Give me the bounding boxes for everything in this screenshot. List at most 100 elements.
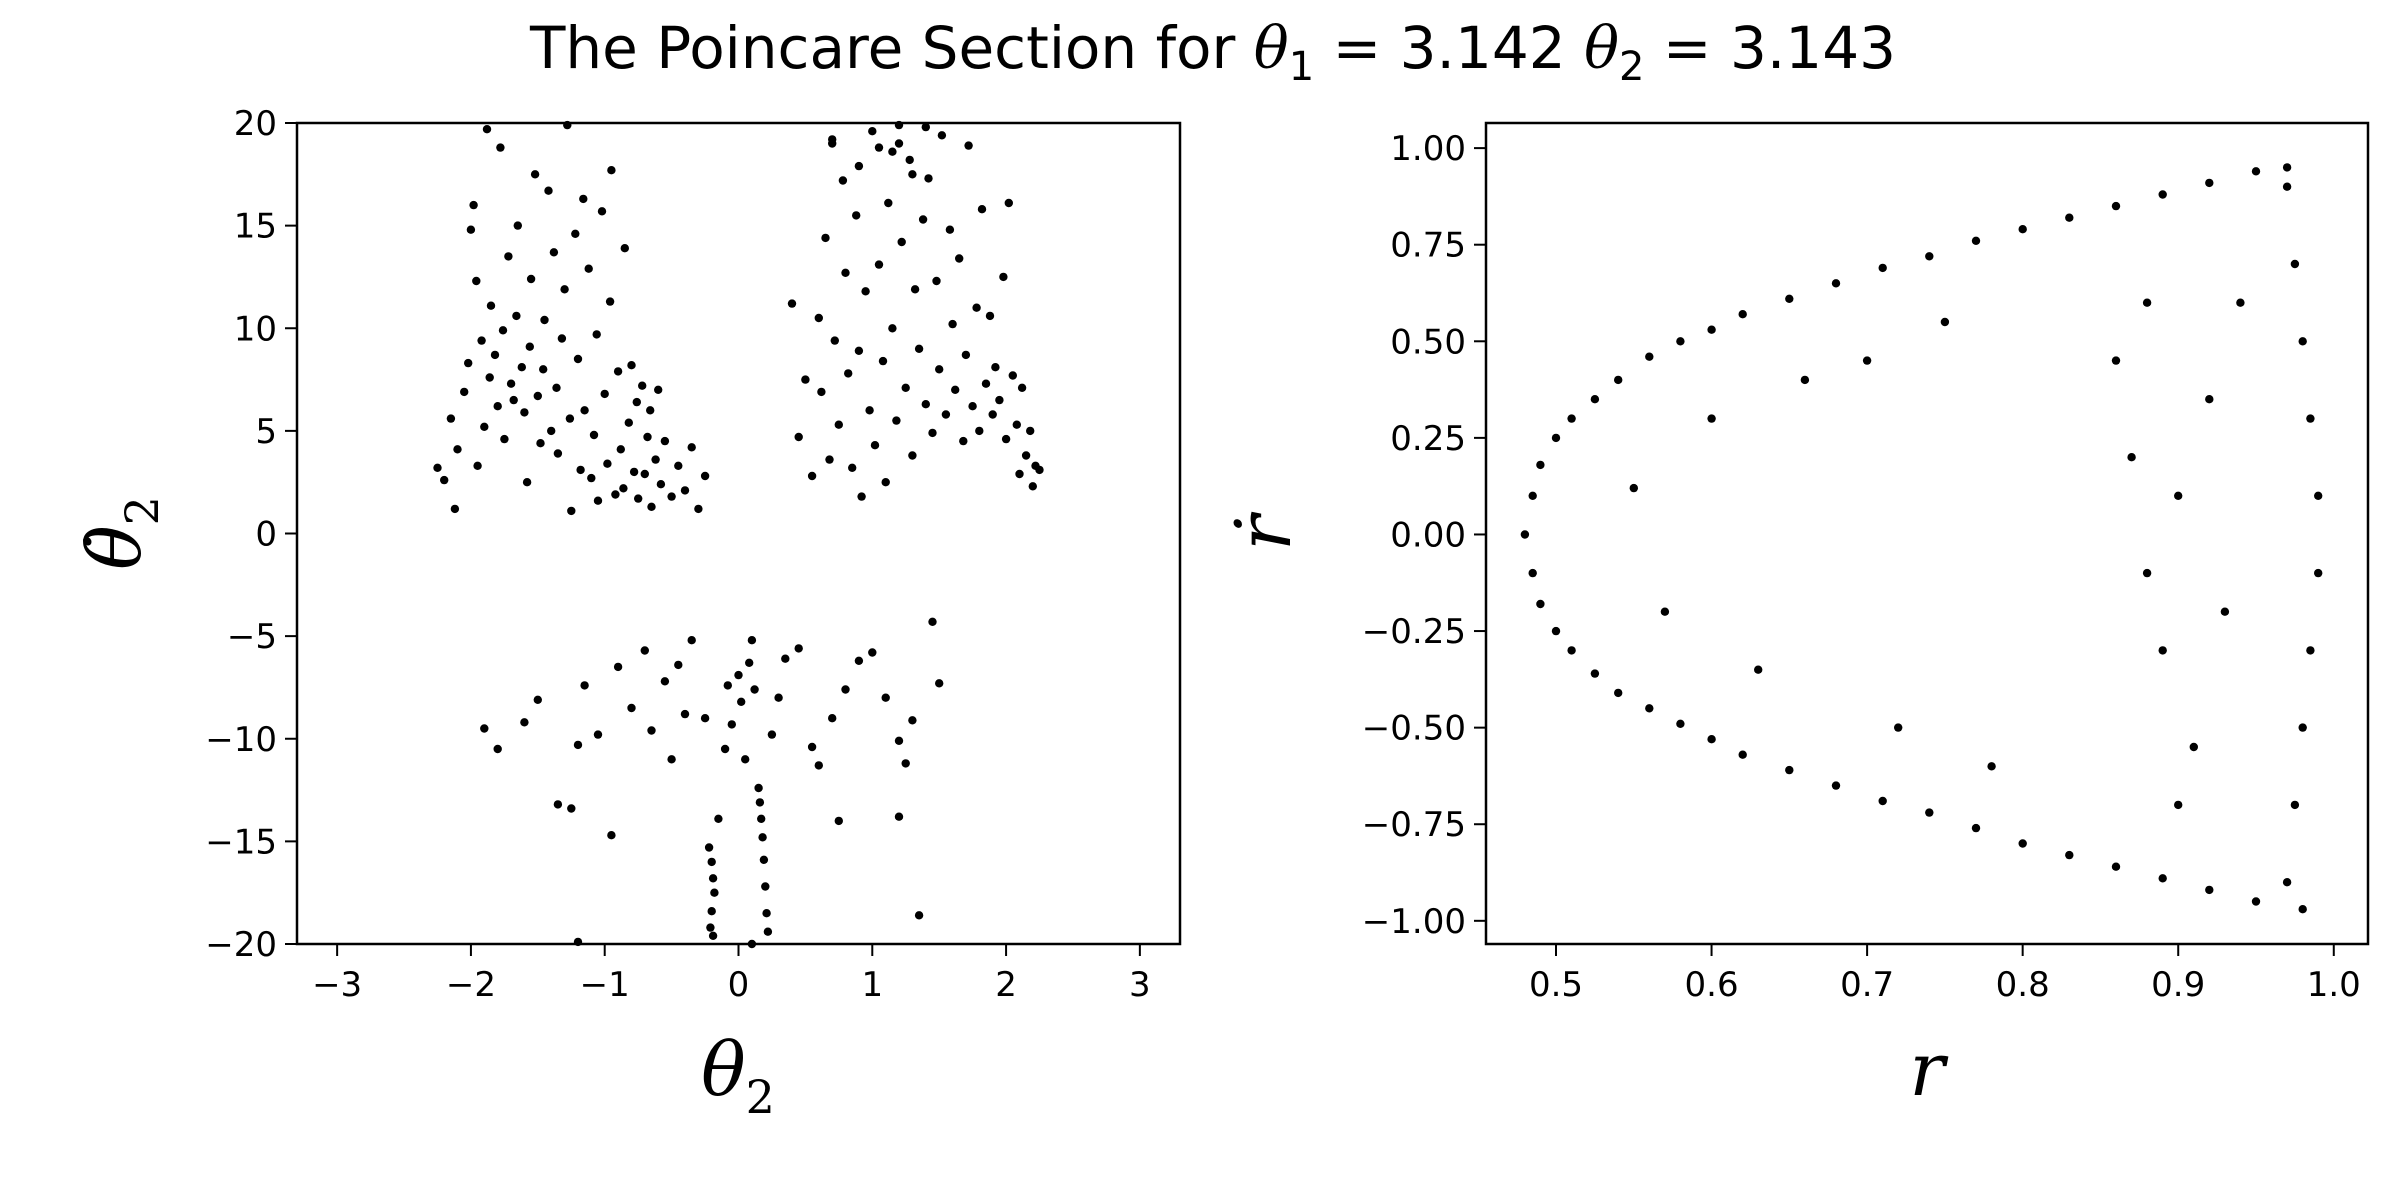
left-scatter-point [460,387,469,397]
left-scatter-point [918,215,928,224]
right-scatter-point [2174,491,2183,500]
left-scatter-point [469,200,478,210]
left-scatter-point [580,681,589,690]
left-scatter-point [593,496,603,505]
left-scatter-point [865,406,874,415]
left-scatter-point [714,814,723,823]
left-scatter-point [848,463,857,472]
right-scatter-point [2314,568,2323,578]
left-scatter-point [894,812,904,821]
left-scatter-point [603,459,612,468]
figure-title: The Poincare Section for θ1 = 3.142 θ2 =… [529,14,1896,90]
left-scatter-point [513,221,522,230]
left-scatter-point [597,207,607,216]
right-scatter-point [1590,395,1600,404]
title-theta2-subscript: 2 [1619,44,1644,90]
left-scatter-point [573,354,583,364]
right-x-tick-label: 0.6 [1685,965,1739,1005]
left-scatter-point [905,155,914,165]
right-scatter-point [2251,897,2261,906]
left-scatter-point [593,730,603,739]
left-scatter-point [928,617,937,626]
right-scatter-point [1551,433,1561,443]
right-scatter-point [2251,167,2261,176]
left-scatter-point [1021,451,1031,460]
left-scatter-point [767,730,777,739]
left-scatter-point [547,426,556,436]
right-scatter-point [1940,317,1950,327]
right-scatter-point [2290,800,2300,810]
left-scatter-point [466,225,476,234]
left-scatter-point [1015,469,1024,479]
right-scatter-point [2018,225,2027,234]
left-scatter-point [908,451,917,460]
left-scatter-point [498,326,508,335]
left-scatter-point [493,402,502,411]
left-scatter-point [587,473,596,483]
left-scatter-point [908,170,917,179]
left-scatter-point [620,244,629,253]
left-scatter-point [667,492,676,501]
left-scatter-point [868,127,877,136]
left-scatter-point [700,471,710,481]
right-scatter-point [1536,599,1545,609]
left-scatter-point [754,783,763,793]
left-scatter-point [794,644,803,653]
left-scatter-point [600,389,609,399]
left-scatter-point [830,336,839,345]
left-scatter-point [881,693,890,702]
right-scatter-point [1614,688,1623,698]
right-x-tick-label: 0.9 [2151,965,2205,1005]
left-scatter-point [576,465,585,475]
right-scatter-plot: 0.5 0.6 0.7 0.8 0.9 1.0 1.00 0.75 0.50 0.25 0.00 −… [1222,121,2370,1113]
left-scatter-point [921,400,930,409]
left-scatter-point [888,147,897,156]
left-scatter-point [660,677,670,686]
left-scatter-point [525,342,534,351]
left-scatter-point [894,736,904,745]
left-scatter-point [567,506,576,516]
right-scatter-point [1567,414,1576,423]
left-scatter-point [624,418,633,427]
left-scatter-point [935,679,944,688]
left-scatter-point [857,492,866,501]
left-scatter-point [640,646,649,655]
left-scatter-point [1028,482,1038,491]
left-scatter-point [999,272,1008,282]
right-y-tick-label: −0.75 [1362,805,1466,845]
right-y-axis-label: ṙ [1222,512,1308,551]
left-scatter-point [540,315,549,325]
left-scatter-point [607,166,616,175]
right-scatter-point [1536,460,1545,470]
left-x-ticks: −3 −2 −1 0 1 2 3 [312,944,1151,1005]
left-scatter-point [761,882,770,891]
right-x-tick-label: 0.5 [1529,965,1583,1005]
left-scatter-point [964,141,973,150]
right-y-tick-label: 0.00 [1390,515,1466,555]
right-scatter-point [1738,750,1747,759]
right-scatter-point [1528,568,1537,578]
left-scatter-point [517,363,526,372]
right-scatter-point [1676,719,1685,728]
right-scatter-point [1707,325,1716,334]
left-scatter-point [647,726,656,735]
left-scatter-point [553,800,563,809]
left-scatter-point [704,843,714,852]
left-scatter-point [750,685,759,694]
left-scatter-point [533,391,542,401]
left-scatter-point [651,455,660,464]
title-prefix: The Poincare Section for [529,14,1254,82]
left-scatter-point [700,714,710,723]
title-theta2-value: = 3.143 [1645,14,1897,82]
left-scatter-point [477,336,486,345]
left-scatter-point [560,285,569,294]
left-x-tick-label: −1 [580,965,630,1005]
left-scatter-point [584,264,593,273]
left-y-tick-label: 10 [234,309,277,349]
left-scatter-point [634,494,643,503]
right-scatter-point [1738,310,1747,319]
right-y-tick-label: 0.50 [1390,322,1466,362]
left-scatter-point [937,131,947,140]
left-scatter-point [727,720,736,729]
